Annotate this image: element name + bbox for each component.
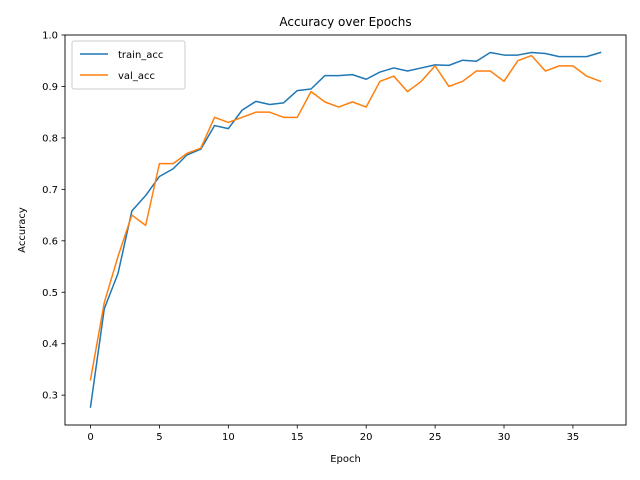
- x-tick-label: 20: [360, 432, 373, 443]
- y-tick-label: 0.5: [42, 288, 58, 299]
- legend: train_acc val_acc: [71, 40, 186, 90]
- legend-label: train_acc: [118, 50, 163, 61]
- x-tick-label: 5: [156, 432, 162, 443]
- series-line-val-acc: [89, 54, 602, 381]
- x-tick-label: 30: [498, 432, 511, 443]
- legend-label: val_acc: [118, 71, 155, 82]
- x-axis: 0 5 10 15 20 25 30 35: [87, 425, 579, 443]
- series-line-train-acc: [89, 51, 602, 408]
- x-tick-label: 35: [567, 432, 580, 443]
- chart-title: Accuracy over Epochs: [279, 15, 411, 29]
- y-tick-label: 0.6: [42, 236, 58, 247]
- x-axis-label: Epoch: [330, 454, 361, 465]
- y-tick-label: 0.4: [42, 339, 58, 350]
- y-tick-label: 0.7: [42, 185, 58, 196]
- x-tick-label: 15: [291, 432, 304, 443]
- y-axis: 0.3 0.4 0.5 0.6 0.7 0.8 0.9 1.0: [42, 31, 65, 402]
- legend-box: [71, 40, 186, 90]
- y-tick-label: 0.8: [42, 133, 58, 144]
- x-tick-label: 10: [222, 432, 235, 443]
- y-tick-label: 1.0: [42, 31, 58, 42]
- x-tick-label: 0: [87, 432, 93, 443]
- y-tick-label: 0.3: [42, 391, 58, 402]
- y-tick-label: 0.9: [42, 82, 58, 93]
- y-axis-label: Accuracy: [17, 207, 28, 253]
- x-tick-label: 25: [429, 432, 442, 443]
- plot-area: [89, 51, 602, 408]
- plot-frame: [64, 34, 627, 426]
